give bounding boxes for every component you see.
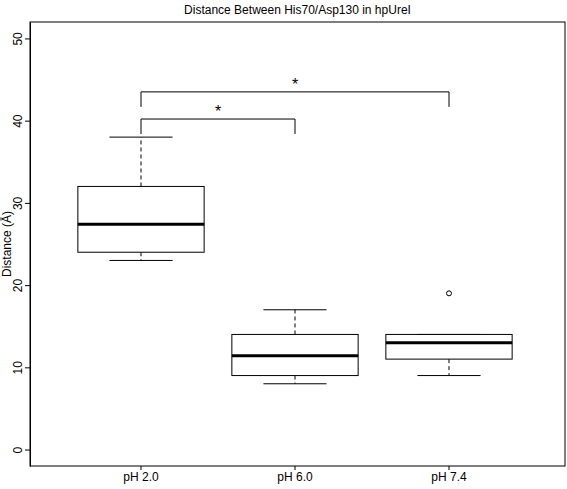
y-tick: 40 [11,114,30,128]
lower-cap [417,375,480,376]
x-tick: pH 7.4 [431,466,467,484]
y-tick-mark [25,38,30,39]
box-body [232,334,358,375]
x-tick: pH 6.0 [277,466,313,484]
lower-whisker [141,252,142,260]
upper-cap [263,309,326,310]
lower-cap [109,260,172,261]
y-tick: 10 [11,361,30,375]
x-tick: pH 2.0 [123,466,159,484]
y-axis: 0 10 20 30 40 50 [11,23,31,467]
y-tick-mark [25,367,30,368]
significance-label: * [215,103,221,120]
median [232,354,358,357]
y-tick-label: 50 [11,32,25,46]
y-tick-label: 40 [11,114,25,128]
median [386,341,512,344]
y-tick: 50 [11,32,30,46]
chart: Distance Between His70/Asp130 in hpUreI D… [0,0,567,489]
box [78,137,204,260]
x-tick-label: pH 6.0 [277,470,313,484]
median [78,223,204,226]
chart-title: Distance Between His70/Asp130 in hpUreI [184,3,411,17]
x-axis: pH 2.0 pH 6.0 pH 7.4 [65,466,527,484]
y-tick-label: 10 [11,361,25,375]
x-tick-label: pH 7.4 [431,470,467,484]
y-tick: 30 [11,196,30,210]
upper-whisker [141,137,142,186]
upper-cap [109,137,172,138]
lower-whisker [449,359,450,375]
y-tick-label: 20 [11,279,25,293]
significance-label: * [292,76,298,93]
box-body [78,186,204,252]
y-tick: 0 [11,446,30,453]
x-tick-label: pH 2.0 [123,470,159,484]
box-body [386,334,512,359]
y-tick-label: 30 [11,196,25,210]
significance-bracket [141,92,449,107]
y-axis-title: Distance (Å) [0,211,14,277]
y-tick-mark [25,450,30,451]
significance-bracket [141,119,295,134]
lower-cap [263,383,326,384]
y-tick-mark [25,121,30,122]
plot-frame [30,22,565,466]
y-tick-mark [25,285,30,286]
y-axis-line [30,23,31,467]
lower-whisker [295,376,296,384]
box [232,310,358,384]
outlier [447,291,452,296]
upper-whisker [295,310,296,335]
box [386,291,512,376]
y-tick-label: 0 [11,446,25,453]
y-tick-mark [25,203,30,204]
y-tick: 20 [11,279,30,293]
plot-area [78,92,512,384]
